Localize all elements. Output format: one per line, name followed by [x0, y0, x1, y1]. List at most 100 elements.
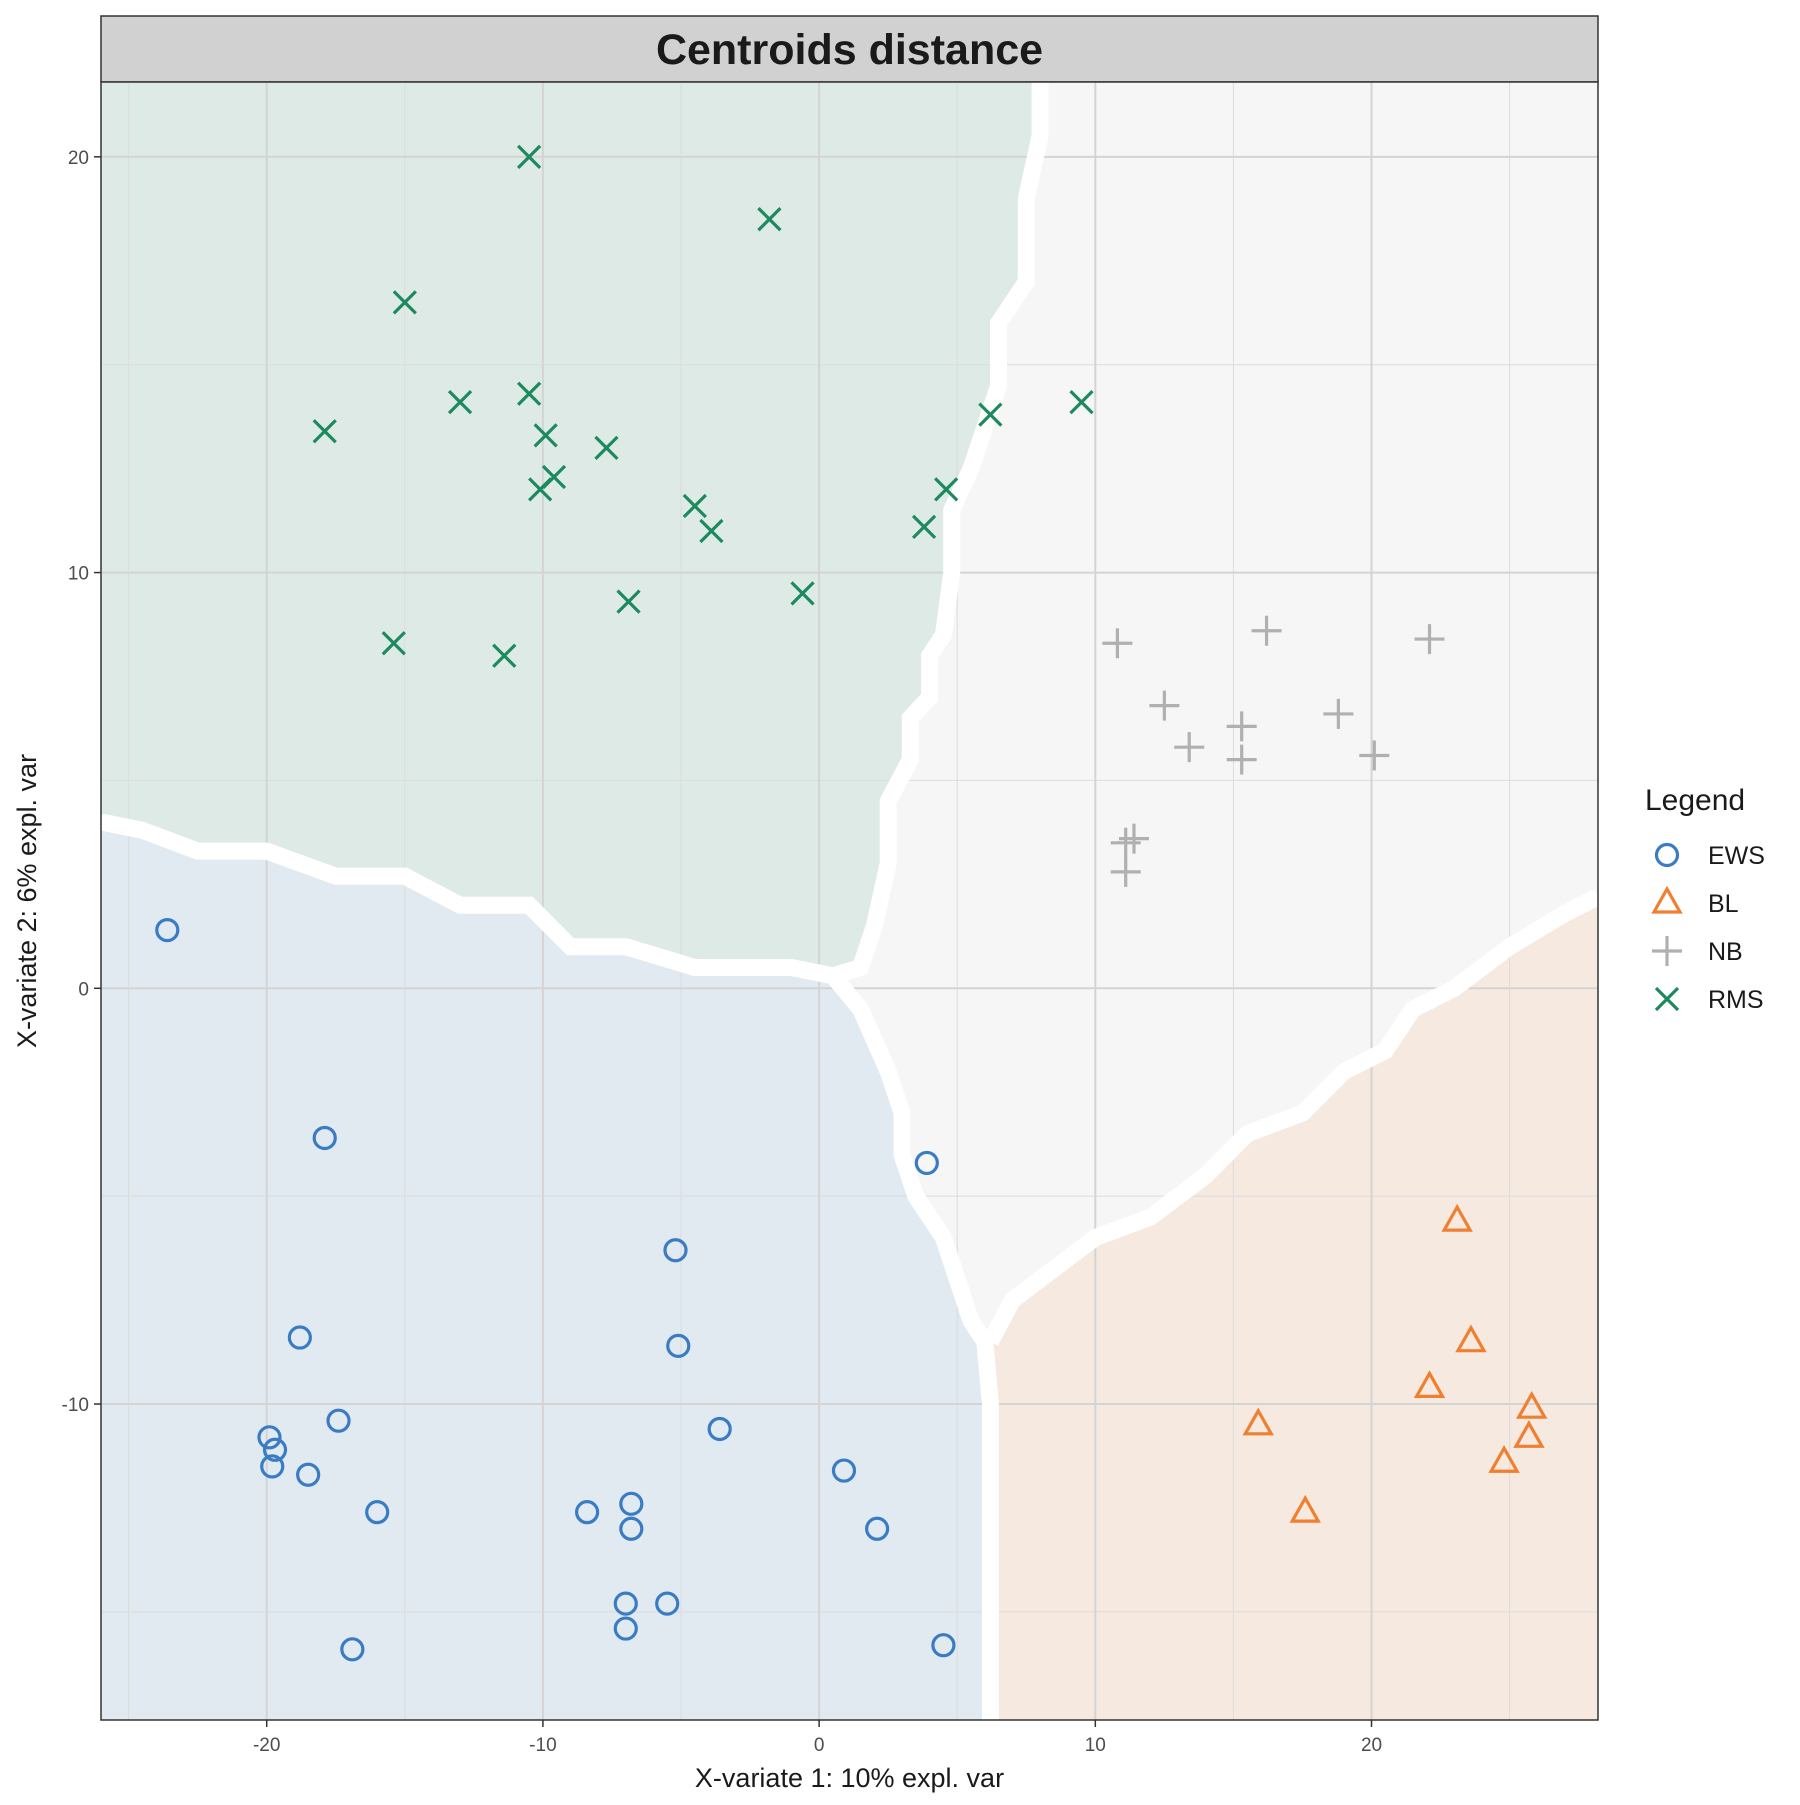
point-ews: [340, 1637, 365, 1662]
point-nb: [1226, 744, 1257, 775]
boundary-line: [101, 813, 835, 985]
point-nb: [1110, 856, 1141, 887]
boundary-line: [826, 970, 999, 1720]
decision-regions: [101, 82, 1598, 1720]
point-bl: [1413, 1370, 1446, 1399]
region-ews: [101, 822, 991, 1720]
point-rms: [528, 477, 553, 502]
point-ews: [257, 1425, 282, 1450]
point-rms: [312, 419, 337, 444]
point-bl: [1513, 1420, 1545, 1448]
point-ews: [931, 1633, 956, 1658]
point-bl: [1455, 1324, 1487, 1353]
point-nb: [1110, 827, 1141, 858]
legend-key-rms: [1654, 986, 1680, 1012]
legend-key-ews: [1654, 842, 1680, 868]
point-ews: [326, 1408, 351, 1433]
point-ews: [296, 1462, 321, 1487]
y-tick-label: -10: [62, 1395, 89, 1416]
y-tick-label: 20: [68, 148, 89, 169]
region-bl: [990, 896, 1598, 1720]
boundary-line: [982, 889, 1598, 1346]
point-rms: [699, 518, 724, 544]
point-nb: [1226, 711, 1257, 742]
point-rms: [447, 389, 473, 415]
x-tick-label: -20: [253, 1735, 280, 1756]
point-ews: [619, 1516, 644, 1541]
legend-key-bl: [1651, 885, 1683, 914]
boundary-line: [830, 82, 1049, 984]
grid-lines: [101, 82, 1598, 1720]
y-tick-label: 10: [68, 564, 89, 585]
point-bl: [1242, 1407, 1275, 1436]
point-rms: [516, 144, 542, 169]
legend: Legend EWS BL NB RMS: [1645, 784, 1765, 1014]
point-rms: [978, 402, 1003, 427]
point-ews: [262, 1437, 288, 1462]
point-bl: [1488, 1444, 1520, 1473]
point-ews: [619, 1491, 644, 1516]
legend-label: EWS: [1708, 842, 1765, 870]
legend-label: RMS: [1708, 986, 1764, 1014]
point-rms: [682, 493, 707, 519]
point-bl: [1289, 1494, 1321, 1523]
point-rms: [516, 381, 542, 406]
region-boundaries: [101, 82, 1598, 1720]
point-nb: [1323, 698, 1354, 729]
point-rms: [392, 290, 417, 315]
legend-label: BL: [1708, 890, 1739, 918]
point-ews: [312, 1125, 337, 1151]
point-ews: [260, 1454, 285, 1479]
panel-border: [100, 81, 1599, 1721]
point-nb: [1149, 690, 1180, 721]
point-ews: [914, 1150, 939, 1176]
point-bl: [1515, 1390, 1548, 1419]
point-ews: [707, 1416, 732, 1442]
point-rms: [1069, 389, 1094, 415]
legend-title: Legend: [1645, 784, 1745, 817]
region-rms: [101, 82, 1041, 976]
x-tick-label: 10: [1085, 1735, 1106, 1756]
point-ews: [663, 1238, 688, 1263]
plot-panel: [101, 82, 1598, 1720]
point-nb: [1118, 823, 1149, 854]
point-rms: [594, 435, 619, 460]
x-tick-label: 20: [1361, 1735, 1382, 1756]
point-nb: [1102, 628, 1133, 659]
point-rms: [934, 477, 959, 502]
axes: -20 -10 0 10 20 -10 0 10 20: [62, 148, 1383, 1756]
point-nb: [1359, 740, 1390, 771]
data-points: [155, 144, 1548, 1662]
title-strip: [100, 15, 1599, 83]
region-nb: [101, 82, 1598, 1720]
point-nb: [1414, 624, 1445, 655]
point-rms: [533, 423, 558, 448]
point-bl: [1441, 1203, 1473, 1232]
point-rms: [757, 207, 782, 232]
point-ews: [155, 918, 180, 943]
point-nb: [1251, 615, 1282, 646]
point-ews: [365, 1500, 390, 1525]
y-tick-label: 0: [78, 979, 89, 1000]
point-nb: [1174, 732, 1205, 763]
point-rms: [911, 514, 937, 539]
point-ews: [287, 1325, 312, 1350]
x-tick-label: -10: [529, 1735, 556, 1756]
point-rms: [381, 631, 406, 656]
point-ews: [575, 1500, 600, 1525]
point-ews: [831, 1458, 857, 1483]
legend-key-nb: [1652, 936, 1682, 966]
chart-title: Centroids distance: [656, 26, 1043, 74]
point-rms: [492, 643, 517, 668]
x-tick-label: 0: [814, 1735, 825, 1756]
y-axis-label: X-variate 2: 6% expl. var: [12, 754, 42, 1048]
point-rms: [790, 581, 815, 606]
x-axis-label: X-variate 1: 10% expl. var: [695, 1763, 1004, 1793]
point-ews: [666, 1333, 691, 1358]
point-ews: [613, 1616, 638, 1641]
point-rms: [616, 589, 641, 614]
point-ews: [655, 1591, 680, 1616]
point-ews: [613, 1591, 638, 1616]
